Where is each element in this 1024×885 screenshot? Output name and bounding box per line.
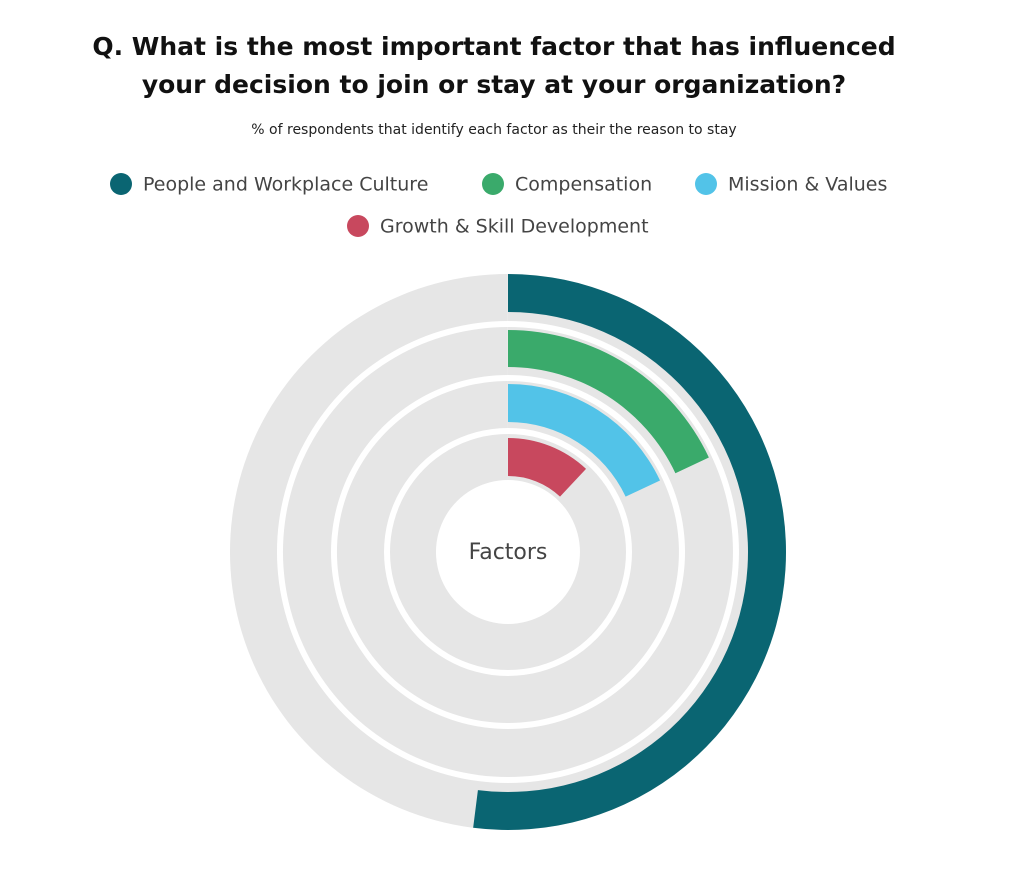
- bar: [508, 438, 587, 497]
- legend-swatch: [347, 215, 369, 237]
- bar: [508, 384, 661, 497]
- track: [390, 434, 627, 670]
- legend-label: Mission & Values: [728, 174, 887, 196]
- legend-label: Compensation: [515, 174, 652, 196]
- legend-swatch: [110, 173, 132, 195]
- chart-title: Q. What is the most important factor tha…: [92, 32, 895, 61]
- bar: [473, 274, 786, 830]
- bar: [508, 330, 709, 474]
- legend-label: People and Workplace Culture: [143, 174, 428, 196]
- chart-title: your decision to join or stay at your or…: [142, 70, 846, 99]
- legend-swatch: [482, 173, 504, 195]
- legend-swatch: [695, 173, 717, 195]
- legend-label: Growth & Skill Development: [380, 216, 649, 238]
- chart-subtitle: % of respondents that identify each fact…: [251, 122, 736, 138]
- center-label: Factors: [469, 540, 548, 565]
